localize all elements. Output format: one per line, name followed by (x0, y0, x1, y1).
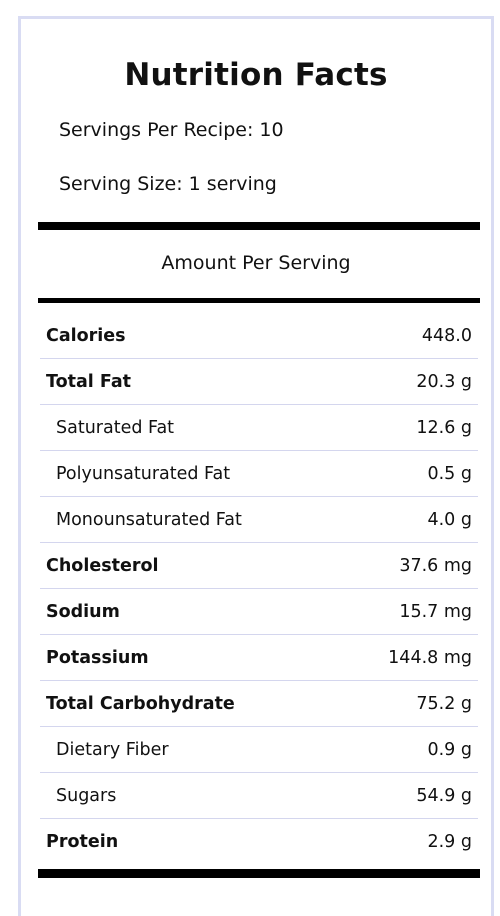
nutrient-row-total-carbohydrate: Total Carbohydrate 75.2 g (40, 681, 478, 727)
nutrient-row-potassium: Potassium 144.8 mg (40, 635, 478, 681)
nutrient-label: Total Carbohydrate (46, 693, 235, 714)
nutrient-label: Total Fat (46, 371, 132, 392)
nutrient-table: Calories 448.0 Total Fat 20.3 g Saturate… (40, 313, 478, 865)
nutrient-row-protein: Protein 2.9 g (40, 819, 478, 865)
nutrient-row-monounsaturated-fat: Monounsaturated Fat 4.0 g (40, 497, 478, 543)
nutrient-label: Sodium (46, 601, 120, 622)
nutrient-value: 54.9 g (416, 785, 472, 806)
nutrient-value: 448.0 (421, 325, 472, 346)
nutrient-row-sodium: Sodium 15.7 mg (40, 589, 478, 635)
nutrient-label: Potassium (46, 647, 149, 668)
nutrient-value: 15.7 mg (399, 601, 472, 622)
nutrient-label: Protein (46, 832, 119, 852)
nutrition-title: Nutrition Facts (124, 57, 388, 93)
nutrient-value: 0.9 g (427, 739, 472, 760)
nutrient-row-dietary-fiber: Dietary Fiber 0.9 g (40, 727, 478, 773)
nutrient-row-polyunsaturated-fat: Polyunsaturated Fat 0.5 g (40, 451, 478, 497)
nutrient-label: Calories (46, 325, 126, 346)
nutrient-label: Cholesterol (46, 555, 159, 576)
nutrient-row-saturated-fat: Saturated Fat 12.6 g (40, 405, 478, 451)
nutrient-value: 0.5 g (427, 463, 472, 484)
nutrient-row-total-fat: Total Fat 20.3 g (40, 359, 478, 405)
amount-per-serving-heading: Amount Per Serving (161, 252, 351, 274)
nutrient-value: 144.8 mg (388, 647, 472, 668)
nutrient-label: Polyunsaturated Fat (56, 463, 231, 484)
thick-divider-bottom (38, 869, 480, 878)
serving-size: Serving Size: 1 serving (59, 173, 277, 195)
nutrient-row-sugars: Sugars 54.9 g (40, 773, 478, 819)
nutrient-label: Monounsaturated Fat (56, 509, 242, 530)
nutrient-value: 4.0 g (427, 509, 472, 530)
nutrient-label: Dietary Fiber (56, 739, 169, 760)
thick-divider-middle (38, 298, 480, 303)
nutrient-row-calories: Calories 448.0 (40, 313, 478, 359)
nutrient-row-cholesterol: Cholesterol 37.6 mg (40, 543, 478, 589)
nutrient-value: 37.6 mg (399, 555, 472, 576)
nutrient-value: 75.2 g (416, 693, 472, 714)
nutrient-value: 12.6 g (416, 417, 472, 438)
nutrient-value: 2.9 g (427, 832, 472, 852)
nutrient-label: Saturated Fat (56, 417, 175, 438)
thick-divider-top (38, 222, 480, 230)
nutrition-facts-card: Nutrition Facts Servings Per Recipe: 10 … (18, 16, 494, 916)
nutrient-value: 20.3 g (416, 371, 472, 392)
servings-per-recipe: Servings Per Recipe: 10 (59, 119, 284, 141)
nutrient-label: Sugars (56, 785, 117, 806)
